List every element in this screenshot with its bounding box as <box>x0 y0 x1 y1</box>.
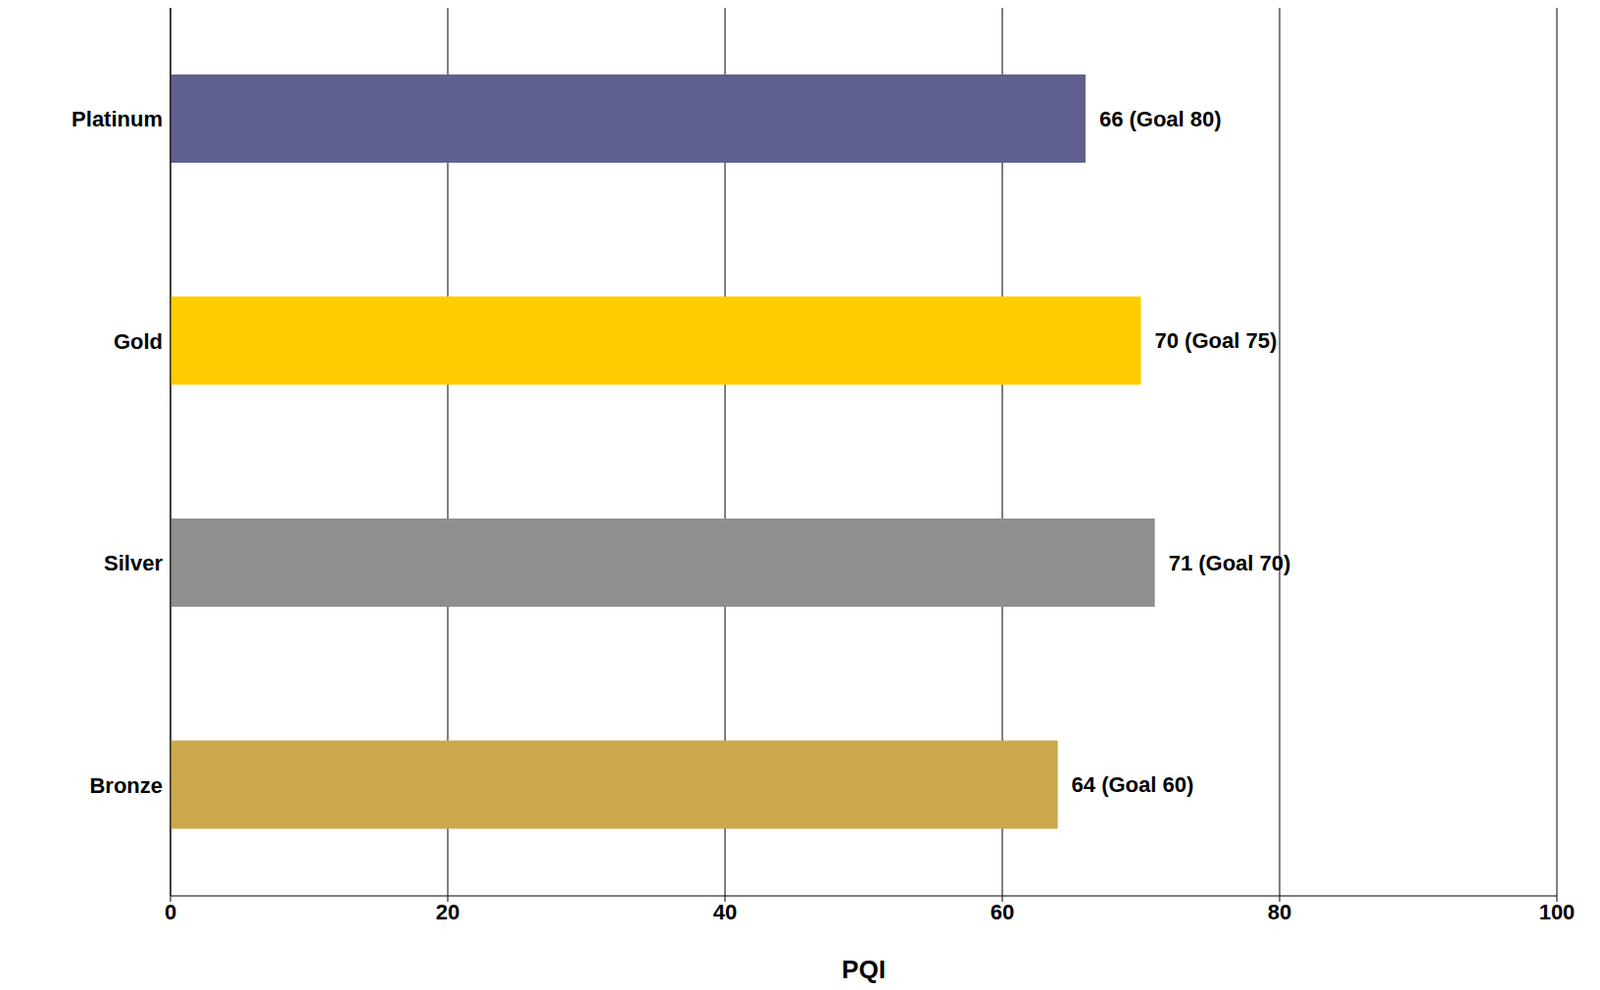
svg-text:Platinum: Platinum <box>71 106 163 132</box>
svg-text:40: 40 <box>713 899 737 924</box>
svg-text:20: 20 <box>436 899 460 924</box>
svg-text:0: 0 <box>164 899 177 924</box>
svg-text:60: 60 <box>990 899 1015 924</box>
svg-text:Gold: Gold <box>113 329 163 354</box>
svg-text:Bronze: Bronze <box>89 773 163 798</box>
svg-text:PQI: PQI <box>841 954 886 984</box>
svg-text:Silver: Silver <box>103 550 163 576</box>
svg-text:71 (Goal 70): 71 (Goal 70) <box>1168 550 1292 576</box>
svg-text:80: 80 <box>1267 899 1292 924</box>
svg-text:100: 100 <box>1539 899 1576 924</box>
svg-text:66 (Goal 80): 66 (Goal 80) <box>1099 106 1222 132</box>
svg-text:70 (Goal 75): 70 (Goal 75) <box>1155 328 1278 353</box>
svg-text:64 (Goal 60): 64 (Goal 60) <box>1071 772 1195 797</box>
